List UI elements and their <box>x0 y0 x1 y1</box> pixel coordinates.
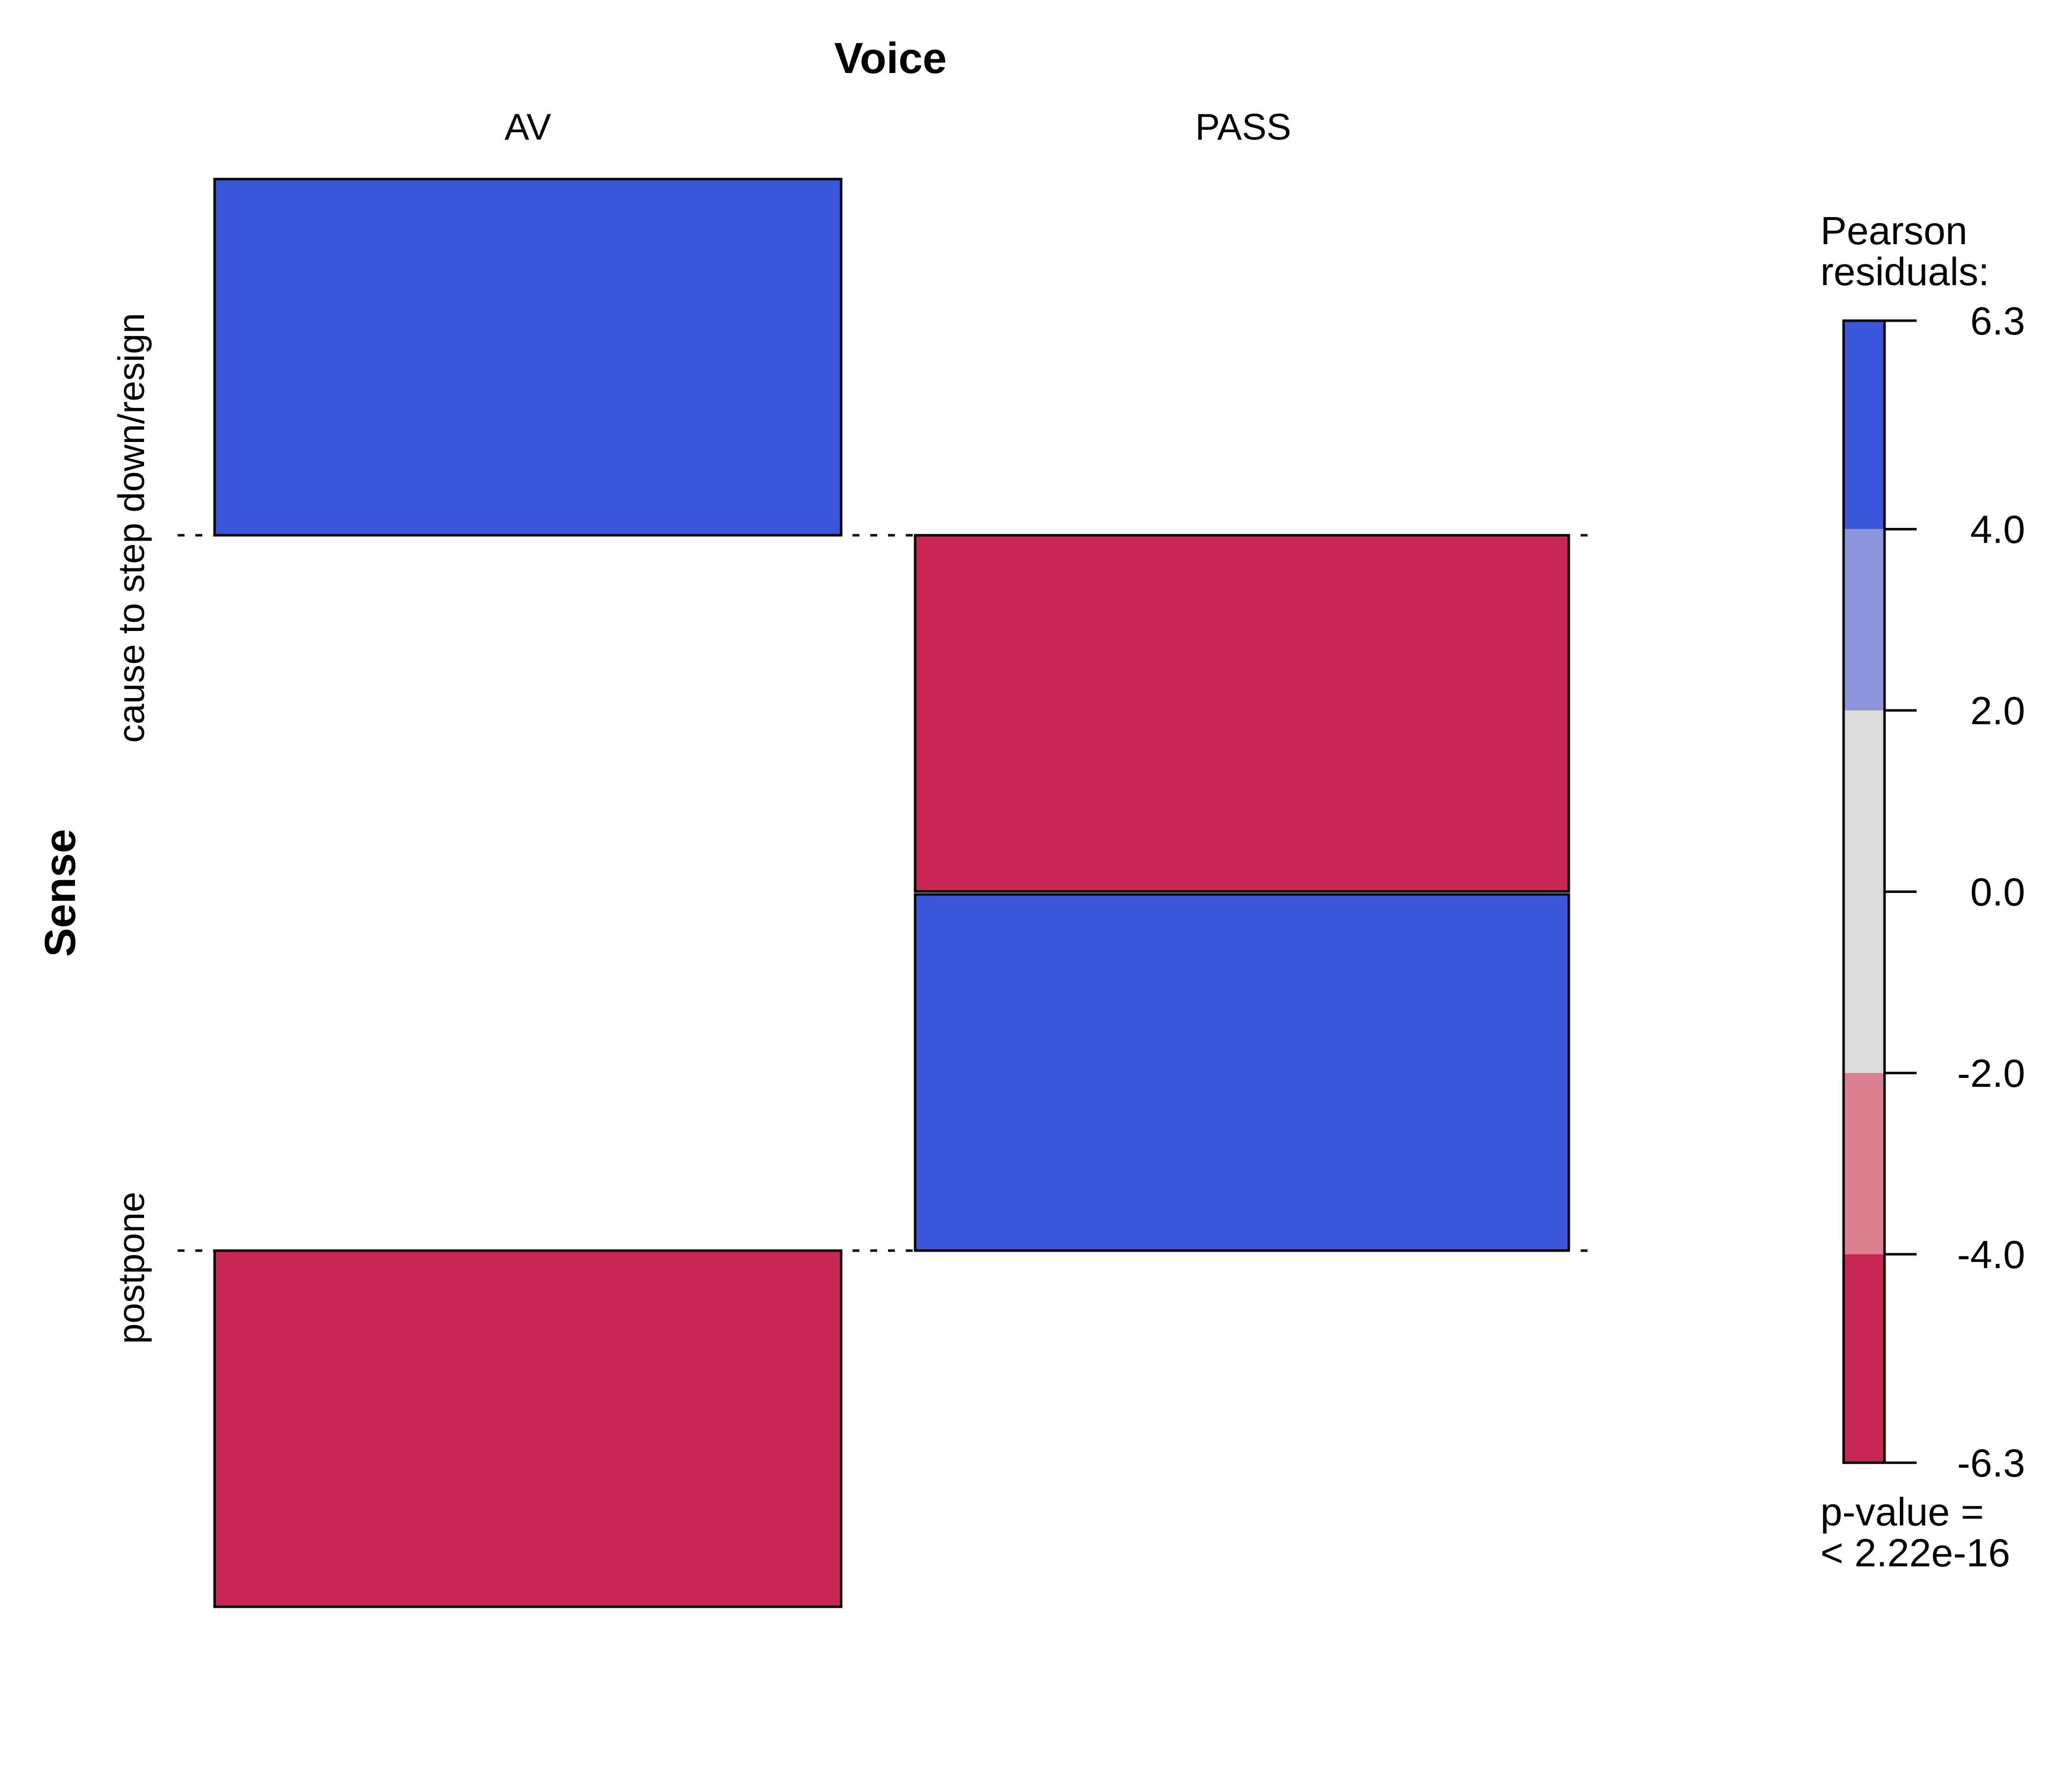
cell-cause-to-step-down-resign-pass <box>914 534 1570 893</box>
cell-cause-to-step-down-resign-av <box>213 178 843 537</box>
legend-tick-label: 6.3 <box>1970 299 2025 343</box>
column-label-pass: PASS <box>1195 106 1292 148</box>
legend-band-6-3-to-4 <box>1844 1254 1885 1463</box>
legend: Pearson residuals: 6.3 4.0 2.0 0.0 -2.0 -4.0 -… <box>1820 209 2025 1575</box>
legend-band-2-to-2 <box>1844 710 1885 1073</box>
legend-title-line-1: Pearson <box>1820 209 1967 253</box>
p-value-line-1: p-value = <box>1820 1490 1984 1534</box>
cell-postpone-av <box>213 1249 843 1608</box>
legend-tick-label: -4.0 <box>1957 1232 2025 1276</box>
legend-band-4-to-2 <box>1844 1073 1885 1255</box>
legend-band-4-to-6-3 <box>1844 321 1885 529</box>
column-label-av: AV <box>505 106 551 148</box>
legend-title-line-2: residuals: <box>1820 250 1989 294</box>
legend-tick-label: -2.0 <box>1957 1051 2025 1095</box>
legend-tick-label: 4.0 <box>1970 508 2025 552</box>
legend-tick-label: -6.3 <box>1957 1441 2025 1485</box>
legend-tick-label: 2.0 <box>1970 689 2025 733</box>
legend-band-2-to-4 <box>1844 529 1885 711</box>
legend-tick-label: 0.0 <box>1970 870 2025 914</box>
row-variable-title: Sense <box>36 829 84 957</box>
row-label-cause-to-step-down-resign: cause to step down/resign <box>111 313 152 742</box>
p-value-line-2: < 2.22e-16 <box>1820 1531 2010 1575</box>
column-variable-title: Voice <box>834 34 947 82</box>
cell-postpone-pass <box>914 893 1570 1252</box>
row-label-postpone: postpone <box>111 1192 152 1344</box>
